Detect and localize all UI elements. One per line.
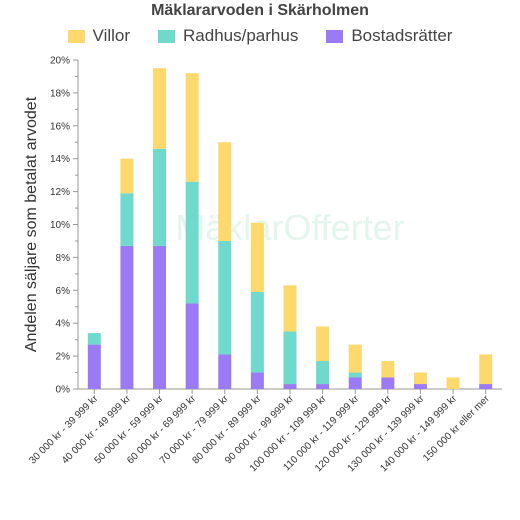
bar-villor-6 bbox=[283, 285, 297, 332]
bar-villor-8 bbox=[348, 344, 362, 373]
bar-bostadsr-tter-2 bbox=[153, 245, 167, 389]
y-tick-label: 4% bbox=[56, 319, 71, 330]
bar-bostadsr-tter-3 bbox=[185, 303, 199, 389]
bar-bostadsr-tter-8 bbox=[348, 377, 362, 389]
bar-villor-4 bbox=[218, 142, 232, 241]
y-tick-label: 2% bbox=[56, 352, 71, 363]
y-axis-label: Andelen säljare som betalat arvodet bbox=[23, 96, 40, 352]
legend-swatch bbox=[67, 29, 85, 43]
bar-radhus-parhus-3 bbox=[185, 181, 199, 304]
legend-label: Bostadsrätter bbox=[351, 26, 453, 45]
bar-villor-10 bbox=[413, 372, 427, 385]
y-tick-label: 14% bbox=[50, 154, 70, 165]
bar-radhus-parhus-7 bbox=[316, 361, 330, 385]
chart-title: Mäklararvoden i Skärholmen bbox=[151, 2, 369, 19]
bar-bostadsr-tter-0 bbox=[87, 344, 101, 389]
legend-item-bostadsr-tter[interactable]: Bostadsrätter bbox=[326, 26, 452, 46]
y-tick-label: 0% bbox=[56, 385, 71, 396]
legend-swatch bbox=[158, 29, 176, 43]
bar-villor-3 bbox=[185, 73, 199, 182]
bar-villor-5 bbox=[250, 222, 264, 292]
bar-bostadsr-tter-6 bbox=[283, 384, 297, 389]
bar-radhus-parhus-8 bbox=[348, 372, 362, 378]
bar-villor-11 bbox=[446, 377, 460, 389]
legend-label: Villor bbox=[92, 26, 131, 45]
y-tick-label: 8% bbox=[56, 253, 71, 264]
bar-villor-7 bbox=[316, 326, 330, 362]
bar-villor-1 bbox=[120, 158, 134, 194]
bar-bostadsr-tter-1 bbox=[120, 245, 134, 389]
bar-villor-9 bbox=[381, 361, 395, 378]
y-tick-label: 12% bbox=[50, 187, 70, 198]
bar-bostadsr-tter-4 bbox=[218, 354, 232, 389]
legend-item-villor[interactable]: Villor bbox=[67, 26, 131, 46]
legend-swatch bbox=[326, 29, 344, 43]
bar-villor-2 bbox=[153, 68, 167, 149]
y-tick-label: 18% bbox=[50, 88, 70, 99]
y-tick-label: 16% bbox=[50, 121, 70, 132]
bar-radhus-parhus-2 bbox=[153, 148, 167, 246]
y-tick-label: 6% bbox=[56, 286, 71, 297]
bar-bostadsr-tter-12 bbox=[479, 384, 493, 389]
bar-radhus-parhus-4 bbox=[218, 240, 232, 355]
legend-item-radhus-parhus[interactable]: Radhus/parhus bbox=[158, 26, 298, 46]
legend-label: Radhus/parhus bbox=[183, 26, 299, 45]
bar-bostadsr-tter-10 bbox=[413, 384, 427, 389]
legend: Villor Radhus/parhus Bostadsrätter bbox=[0, 26, 520, 46]
bar-bostadsr-tter-5 bbox=[250, 372, 264, 389]
watermark-text: MäklarOfferter bbox=[175, 207, 404, 248]
bar-radhus-parhus-0 bbox=[87, 333, 101, 345]
bar-bostadsr-tter-7 bbox=[316, 384, 330, 389]
y-tick-label: 20% bbox=[50, 56, 70, 67]
bar-villor-12 bbox=[479, 354, 493, 385]
bar-radhus-parhus-1 bbox=[120, 193, 134, 246]
y-tick-label: 10% bbox=[50, 220, 70, 231]
bar-radhus-parhus-6 bbox=[283, 331, 297, 385]
bar-bostadsr-tter-9 bbox=[381, 377, 395, 389]
bar-radhus-parhus-5 bbox=[250, 291, 264, 373]
